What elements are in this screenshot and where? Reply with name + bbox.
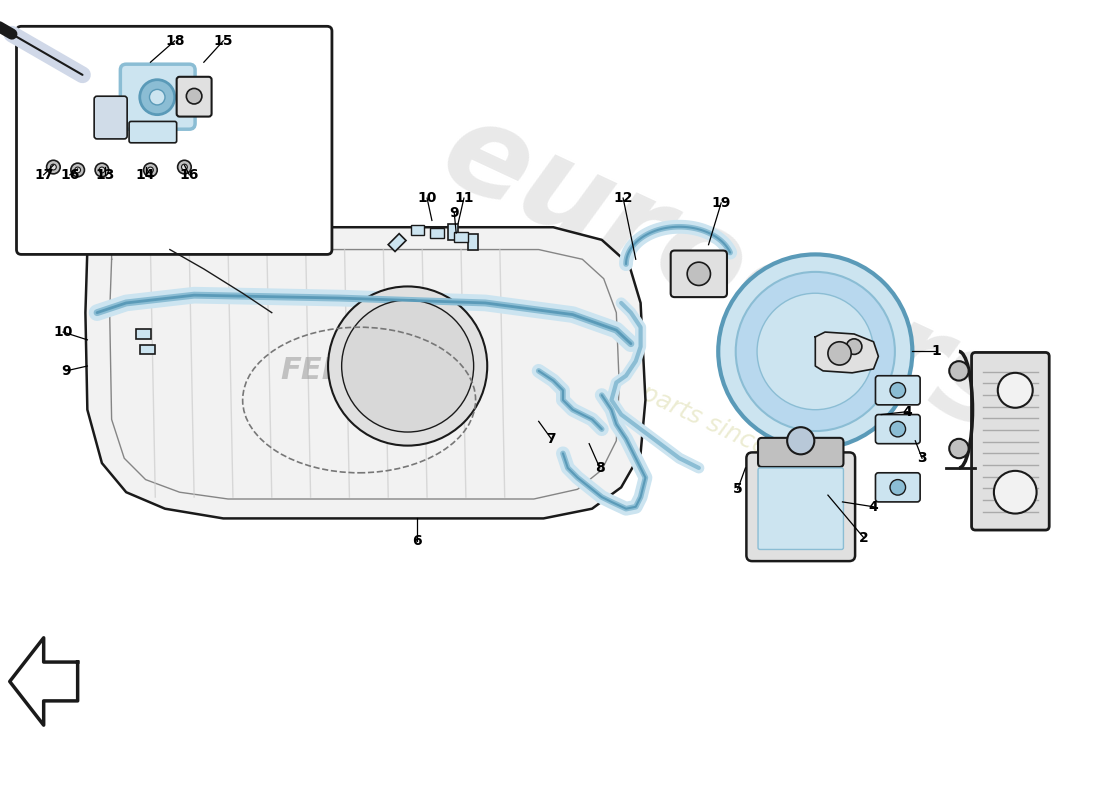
Text: a passion for parts since 1985: a passion for parts since 1985 [484,310,836,490]
FancyBboxPatch shape [876,473,920,502]
Circle shape [46,160,60,174]
Circle shape [342,300,474,432]
Text: FERRARI: FERRARI [280,356,428,386]
Text: 19: 19 [712,196,730,210]
Polygon shape [10,638,78,725]
Text: 16: 16 [179,168,199,182]
Text: eurocars: eurocars [424,89,1033,458]
Text: 4: 4 [903,405,912,418]
Circle shape [828,342,851,365]
Circle shape [70,163,85,177]
Text: 8: 8 [595,461,605,475]
Text: 17: 17 [34,168,54,182]
Text: 3: 3 [917,451,927,466]
FancyBboxPatch shape [876,414,920,444]
Circle shape [846,339,862,354]
FancyBboxPatch shape [120,64,195,130]
Text: 2: 2 [859,531,869,545]
Text: 16: 16 [60,168,79,182]
Circle shape [949,361,969,381]
Circle shape [150,90,165,105]
Text: 9: 9 [450,206,459,220]
Text: 13: 13 [95,168,114,182]
Circle shape [757,294,873,410]
Text: 5: 5 [733,482,742,496]
Text: 6: 6 [412,534,422,548]
Circle shape [718,254,912,449]
Text: 12: 12 [614,191,632,205]
Circle shape [51,164,56,170]
Circle shape [994,471,1036,514]
FancyBboxPatch shape [16,26,332,254]
Circle shape [890,382,905,398]
Circle shape [99,167,104,173]
Text: 10: 10 [417,191,437,205]
FancyBboxPatch shape [177,77,211,117]
Text: 10: 10 [54,325,73,339]
FancyBboxPatch shape [95,96,128,139]
Bar [410,226,425,235]
Text: 9: 9 [62,364,70,378]
Bar [430,228,443,238]
Polygon shape [815,332,879,373]
FancyBboxPatch shape [876,376,920,405]
Text: 11: 11 [454,191,474,205]
Text: 18: 18 [165,34,185,48]
Circle shape [140,80,175,114]
Bar [454,232,467,242]
Circle shape [95,163,109,177]
FancyBboxPatch shape [758,468,844,550]
Text: 15: 15 [213,34,233,48]
Circle shape [688,262,711,286]
Circle shape [328,286,487,446]
FancyBboxPatch shape [129,122,177,142]
FancyBboxPatch shape [671,250,727,297]
Circle shape [998,373,1033,408]
Circle shape [788,427,814,454]
Bar [388,234,406,251]
Text: 7: 7 [547,432,557,446]
Circle shape [147,167,153,173]
FancyBboxPatch shape [971,353,1049,530]
Text: 1: 1 [932,345,942,358]
Circle shape [736,272,895,431]
Circle shape [144,163,157,177]
FancyBboxPatch shape [747,453,855,561]
Circle shape [186,89,202,104]
Text: 14: 14 [135,168,155,182]
Circle shape [182,164,187,170]
Text: 4: 4 [869,500,879,514]
Polygon shape [86,227,646,518]
Bar [468,234,477,250]
FancyBboxPatch shape [758,438,844,467]
Circle shape [75,167,80,173]
Circle shape [949,439,969,458]
Circle shape [890,479,905,495]
Circle shape [890,422,905,437]
Bar [449,224,458,240]
Circle shape [177,160,191,174]
Bar [140,345,155,354]
Bar [136,329,152,339]
